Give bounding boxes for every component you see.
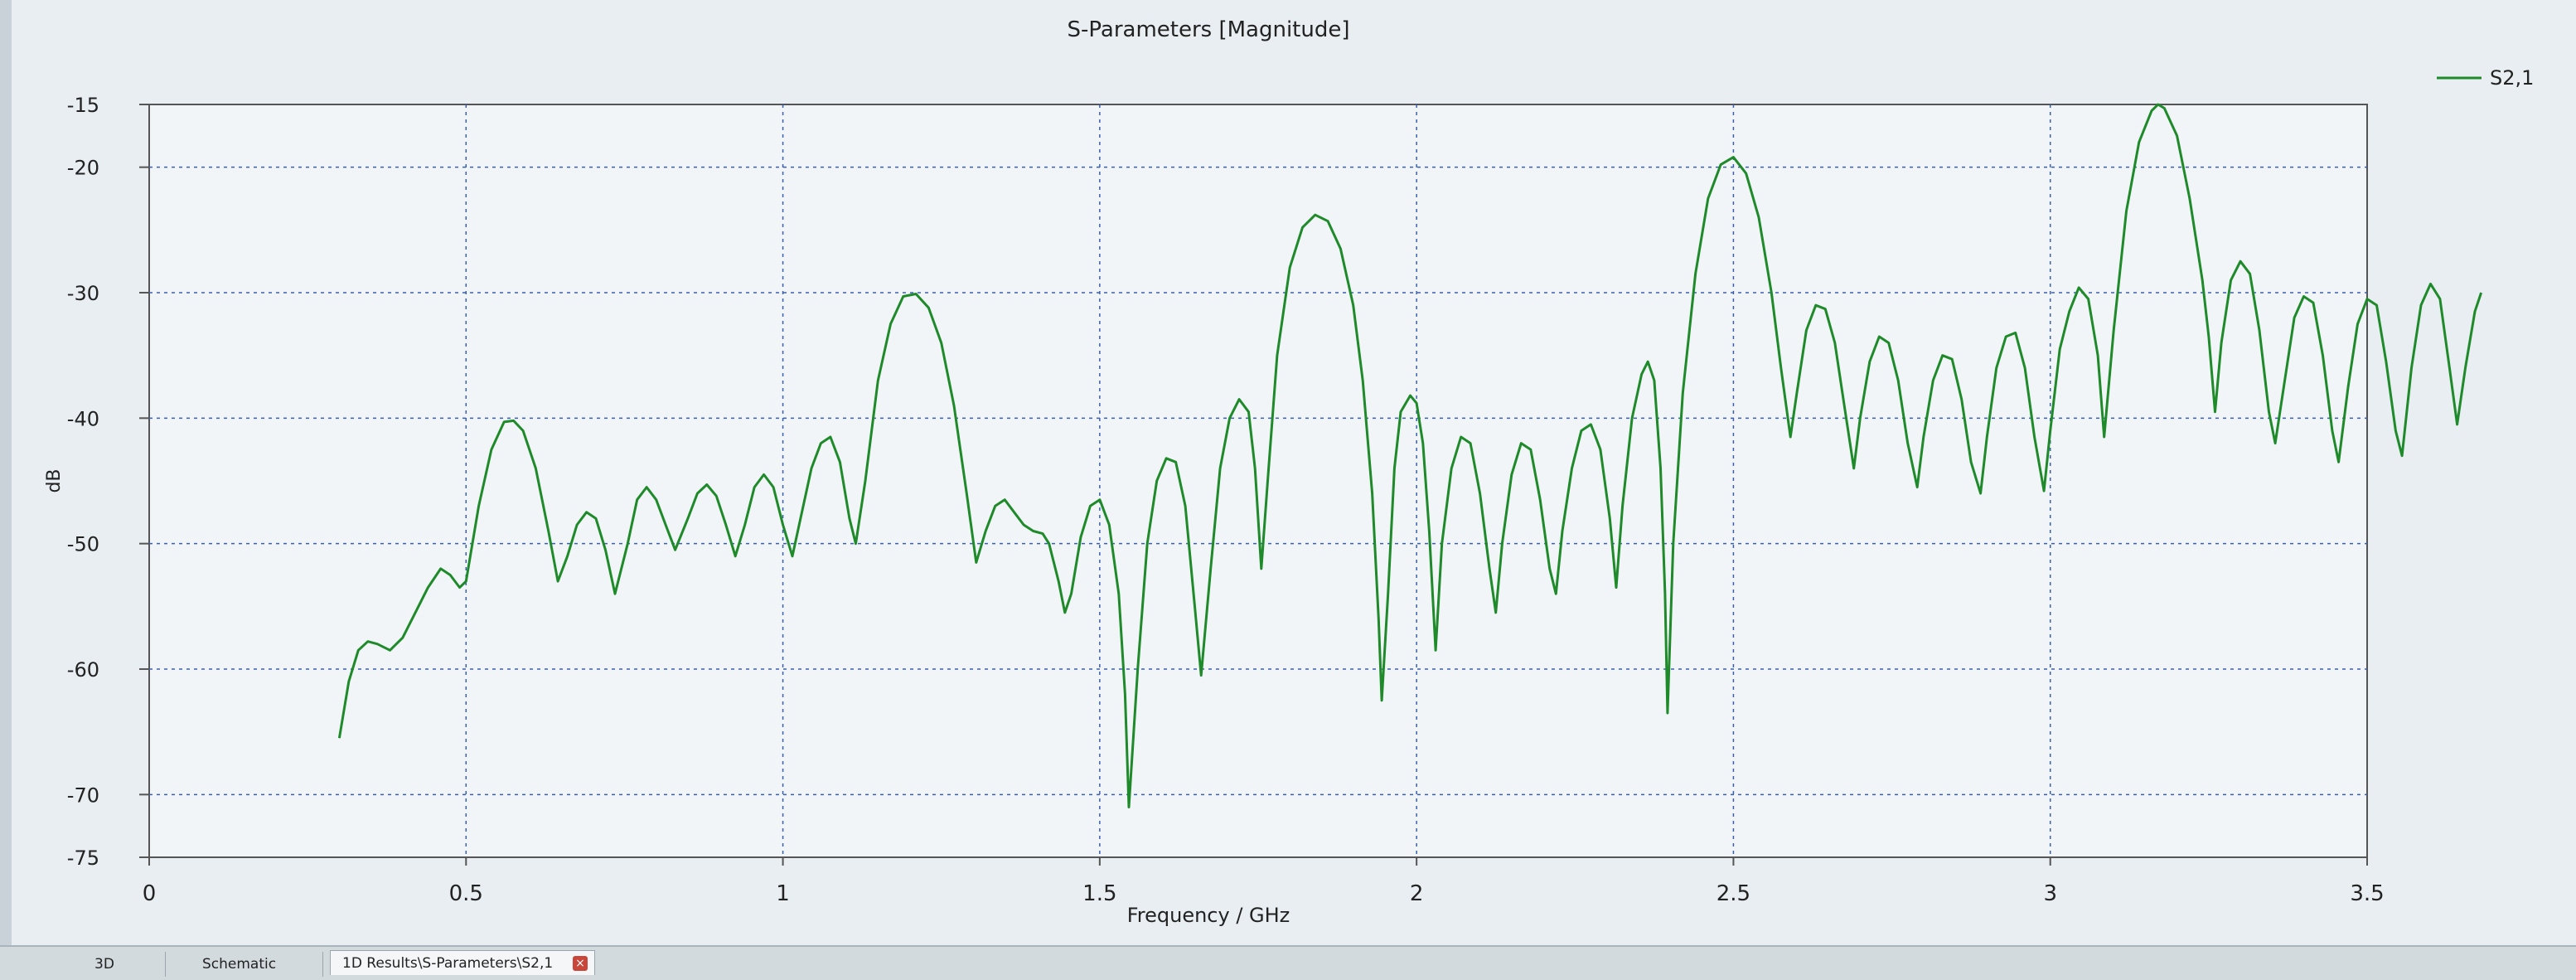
y-tick-label-3: -40 (67, 407, 99, 430)
series-line-s21 (337, 103, 2483, 808)
x-axis-label: Frequency / GHz (1127, 904, 1290, 927)
y-tick-labels: -15 -20 -30 -40 -50 -60 -70 -75 (67, 94, 99, 870)
tab-schematic[interactable]: Schematic (191, 952, 323, 977)
tab-3d[interactable]: 3D (83, 952, 166, 977)
tab-1d-results-label: 1D Results\S-Parameters\S2,1 (342, 955, 554, 972)
bottom-tab-bar: 3D Schematic 1D Results\S-Parameters\S2,… (0, 945, 2576, 980)
s-parameter-chart: S-Parameters [Magnitude] 0 0.5 1 1.5 2 2.5 3 3.… (44, 17, 2535, 927)
tab-1d-results-s21[interactable]: 1D Results\S-Parameters\S2,1 × (330, 950, 595, 975)
legend-label-s21: S2,1 (2490, 66, 2534, 90)
x-tick-label-6: 3 (2043, 881, 2057, 906)
y-tick-label-0: -15 (67, 94, 99, 117)
close-icon[interactable]: × (573, 956, 588, 971)
x-tick-label-5: 2.5 (1717, 881, 1750, 906)
y-tick-label-6: -70 (67, 784, 99, 807)
axis-ticks (139, 104, 2368, 866)
series-layer (337, 103, 2483, 808)
x-tick-label-7: 3.5 (2350, 881, 2384, 906)
x-tick-labels: 0 0.5 1 1.5 2 2.5 3 3.5 (143, 881, 2385, 906)
y-tick-label-4: -50 (67, 533, 99, 556)
y-tick-label-1: -20 (67, 157, 99, 180)
x-tick-label-2: 1 (776, 881, 790, 906)
y-tick-label-2: -30 (67, 282, 99, 305)
x-tick-label-1: 0.5 (449, 881, 483, 906)
y-axis-label: dB (44, 468, 65, 492)
grid-lines (149, 104, 2367, 857)
x-tick-label-3: 1.5 (1082, 881, 1116, 906)
chart-title: S-Parameters [Magnitude] (1068, 17, 1350, 42)
y-tick-label-7: -75 (67, 847, 99, 870)
x-tick-label-0: 0 (143, 881, 157, 906)
plot-area (148, 104, 2368, 858)
legend: S2,1 (2437, 66, 2534, 90)
y-tick-label-5: -60 (67, 658, 99, 682)
x-tick-label-4: 2 (1410, 881, 1424, 906)
